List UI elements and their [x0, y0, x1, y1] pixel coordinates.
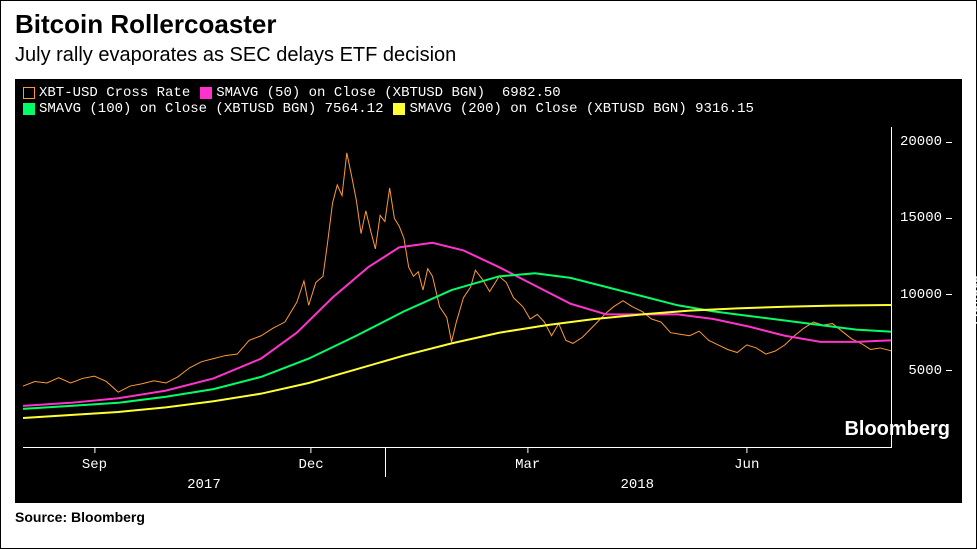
x-year-label: 2018 — [620, 477, 654, 493]
y-axis: 5000 10000 15000 20000 — [892, 127, 952, 447]
plot-area — [23, 127, 892, 447]
legend-spacer — [687, 101, 695, 117]
y-axis-label: Dollars — [971, 275, 977, 325]
series-xbt — [23, 153, 892, 392]
x-tick-mark-icon — [311, 447, 312, 453]
legend-spacer — [316, 101, 324, 117]
y-tick: 20000 — [892, 134, 952, 150]
legend-label: XBT-USD Cross Rate — [39, 85, 190, 101]
series-sma200 — [23, 305, 892, 418]
chart-container: Bitcoin Rollercoaster July rally evapora… — [0, 0, 977, 549]
legend-item-sma200: SMAVG (200) on Close (XBTUSD BGN) 9316.1… — [393, 101, 753, 117]
legend-marker-square-icon — [393, 103, 405, 115]
y-tick: 10000 — [892, 287, 952, 303]
source-text: Source: Bloomberg — [15, 509, 145, 525]
legend-item-sma50: SMAVG (50) on Close (XBTUSD BGN) 6982.50 — [200, 85, 560, 101]
x-tick-mark-icon — [527, 447, 528, 453]
legend-marker-square-icon — [23, 103, 35, 115]
chart-footer: Source: Bloomberg — [1, 503, 976, 531]
x-year-label: 2017 — [187, 477, 221, 493]
x-tick-label: Sep — [82, 457, 107, 473]
bloomberg-watermark: Bloomberg — [844, 418, 950, 441]
x-axis: Sep Dec Mar Jun 2017 2018 — [23, 447, 892, 503]
legend-item-xbt: XBT-USD Cross Rate — [23, 85, 190, 101]
x-tick-mark-icon — [746, 447, 747, 453]
legend-value: 9316.15 — [695, 101, 754, 117]
legend-item-sma100: SMAVG (100) on Close (XBTUSD BGN) 7564.1… — [23, 101, 383, 117]
x-tick: Mar — [515, 447, 540, 473]
legend-spacer — [485, 85, 502, 101]
y-tick-label: 15000 — [892, 210, 942, 226]
chart-title: Bitcoin Rollercoaster — [15, 9, 962, 40]
plot-svg — [23, 127, 892, 447]
chart-area: XBT-USD Cross Rate SMAVG (50) on Close (… — [15, 79, 962, 503]
year-separator — [385, 447, 386, 477]
x-tick-label: Dec — [298, 457, 323, 473]
legend: XBT-USD Cross Rate SMAVG (50) on Close (… — [15, 79, 962, 123]
x-tick: Sep — [82, 447, 107, 473]
x-tick: Jun — [734, 447, 759, 473]
x-tick: Dec — [298, 447, 323, 473]
legend-marker-cross-icon — [23, 87, 35, 99]
x-tick-label: Mar — [515, 457, 540, 473]
legend-marker-square-icon — [200, 87, 212, 99]
y-tick-label: 10000 — [892, 287, 942, 303]
chart-subtitle: July rally evaporates as SEC delays ETF … — [15, 44, 962, 67]
y-tick-label: 20000 — [892, 134, 942, 150]
y-tick: 15000 — [892, 210, 952, 226]
y-tick-mark-icon — [946, 370, 952, 371]
y-tick-mark-icon — [946, 218, 952, 219]
y-tick: 5000 — [892, 363, 952, 379]
y-tick-mark-icon — [946, 142, 952, 143]
legend-value: 6982.50 — [502, 85, 561, 101]
legend-value: 7564.12 — [325, 101, 384, 117]
y-tick-label: 5000 — [892, 363, 942, 379]
x-axis-line — [23, 447, 892, 448]
chart-header: Bitcoin Rollercoaster July rally evapora… — [1, 1, 976, 73]
legend-label: SMAVG (50) on Close (XBTUSD BGN) — [216, 85, 485, 101]
x-tick-mark-icon — [94, 447, 95, 453]
series-sma50 — [23, 243, 892, 406]
x-tick-label: Jun — [734, 457, 759, 473]
y-tick-mark-icon — [946, 294, 952, 295]
legend-label: SMAVG (100) on Close (XBTUSD BGN) — [39, 101, 316, 117]
legend-label: SMAVG (200) on Close (XBTUSD BGN) — [409, 101, 686, 117]
